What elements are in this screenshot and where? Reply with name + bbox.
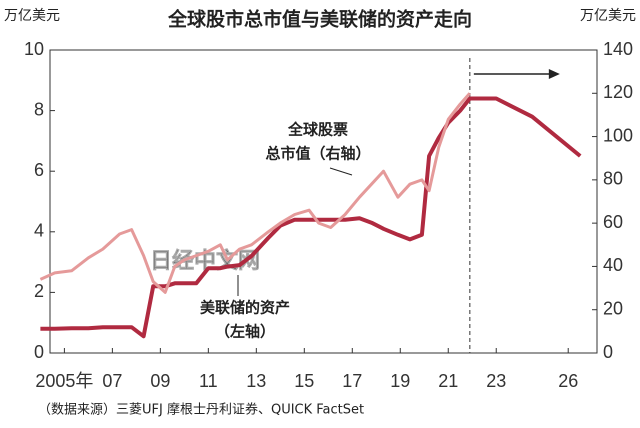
x-tick-label: 09 xyxy=(150,371,170,391)
y2-tick-label: 120 xyxy=(603,82,633,102)
series-line xyxy=(39,92,471,294)
y-unit: 万亿美元 xyxy=(4,8,60,24)
y2-tick-label: 20 xyxy=(603,298,623,318)
y2-tick-label: 100 xyxy=(603,125,633,145)
y2-tick-label: 0 xyxy=(603,342,613,362)
y2-unit: 万亿美元 xyxy=(580,8,636,24)
y-tick-label: 6 xyxy=(34,160,44,180)
y-tick-label: 10 xyxy=(24,39,44,59)
x-tick-label: 13 xyxy=(246,371,266,391)
annotation: （左轴） xyxy=(215,323,275,341)
plot-frame xyxy=(49,49,598,354)
y2-tick-label: 80 xyxy=(603,169,623,189)
annotation: 总市值（右轴） xyxy=(265,145,370,163)
y2-tick-label: 40 xyxy=(603,255,623,275)
annotation: 全球股票 xyxy=(287,121,348,139)
x-tick-label: 07 xyxy=(102,371,122,391)
x-tick-label: 11 xyxy=(199,371,218,391)
x-tick-label: 17 xyxy=(342,371,362,391)
y-tick-label: 0 xyxy=(34,342,44,362)
chart-title: 全球股市总市值与美联储的资产走向 xyxy=(167,8,472,31)
leader-line xyxy=(329,167,353,176)
y2-tick-label: 60 xyxy=(603,212,623,232)
x-tick-label: 26 xyxy=(558,371,578,391)
y-tick-label: 4 xyxy=(34,221,44,241)
projection-arrowhead xyxy=(548,69,560,79)
x-tick-label: 15 xyxy=(294,371,314,391)
y2-tick-label: 140 xyxy=(603,39,633,59)
annotation: 美联储的资产 xyxy=(200,299,290,317)
x-tick-label: 23 xyxy=(486,371,506,391)
x-tick-label: 19 xyxy=(390,371,410,391)
source: （数据来源）三菱UFJ 摩根士丹利证券、QUICK FactSet xyxy=(38,402,364,418)
series-line xyxy=(40,96,582,339)
y-tick-label: 8 xyxy=(34,99,44,119)
y-tick-label: 2 xyxy=(34,281,44,301)
x-tick-label: 21 xyxy=(438,371,458,391)
x-tick-label: 2005年 xyxy=(35,371,93,391)
